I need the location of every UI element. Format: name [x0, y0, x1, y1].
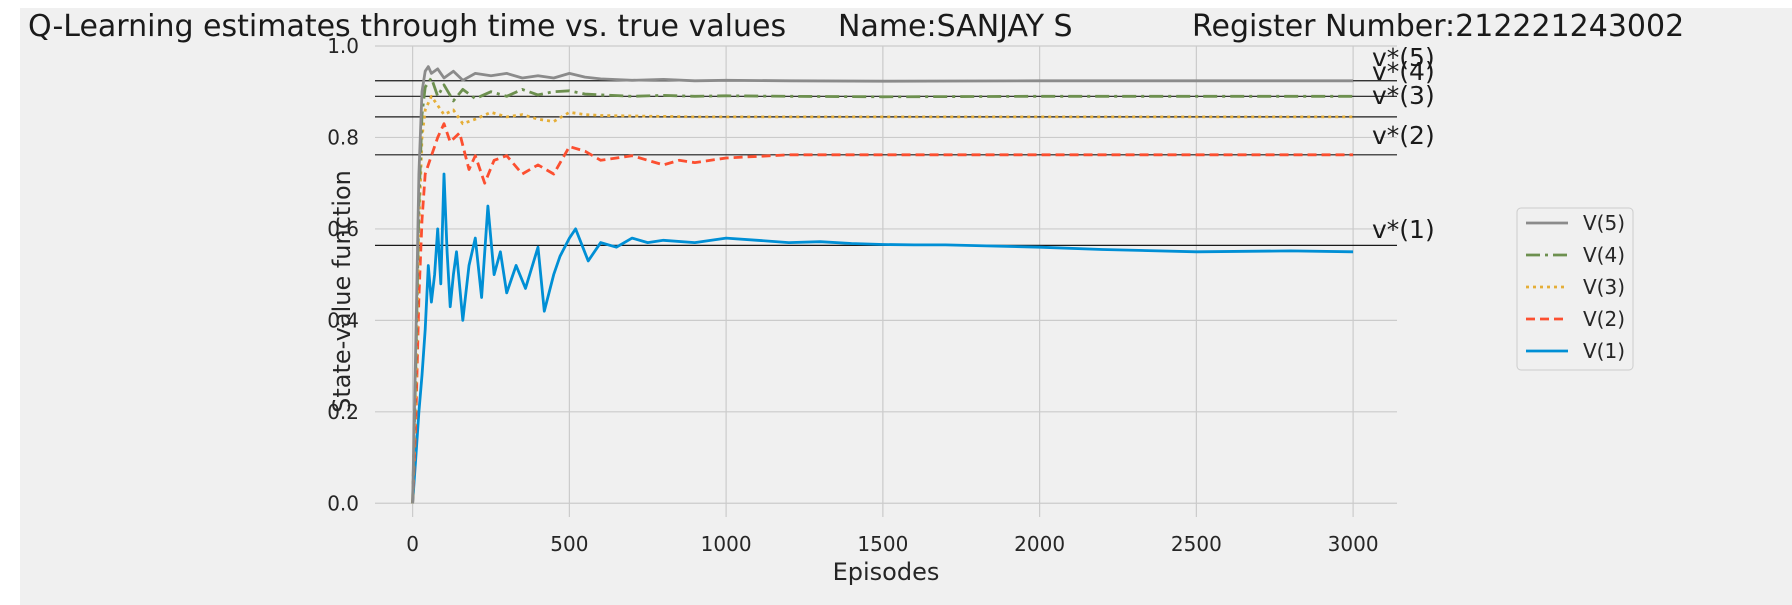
series-line — [411, 65, 1354, 504]
x-tick-label: 2500 — [1171, 532, 1222, 556]
x-tick-label: 500 — [550, 532, 588, 556]
grid — [375, 45, 1397, 517]
series-line — [411, 122, 1354, 504]
y-tick-label: 0.6 — [327, 217, 359, 241]
chart-figure: v*(5) v*(4) v*(3) v*(2) v*(1) 0 500 1000 1500 20… — [20, 8, 1792, 605]
series-line — [411, 94, 1354, 504]
true-value-label: v*(2) — [1372, 121, 1435, 150]
true-value-label: v*(3) — [1372, 81, 1435, 110]
legend-label: V(5) — [1583, 211, 1625, 235]
title-register: Register Number:212221243002 — [1192, 9, 1684, 44]
chart-title: Q-Learning estimates through time vs. tr… — [28, 9, 1684, 44]
true-value-label: v*(1) — [1372, 215, 1435, 244]
x-tick-label: 1000 — [701, 532, 752, 556]
true-value-label: v*(4) — [1372, 57, 1435, 86]
chart-svg: v*(5)v*(4)v*(3) v*(2) v*(1) 0 500 1000 1500 20… — [28, 9, 1684, 586]
x-axis-label: Episodes — [833, 558, 940, 586]
y-tick-label: 0.0 — [327, 491, 359, 515]
x-tick-label: 3000 — [1328, 532, 1379, 556]
legend: V(5) V(4) V(3) V(2) V(1) — [1516, 207, 1634, 371]
plot-area — [375, 46, 1397, 517]
y-tick-label: 0.8 — [327, 125, 359, 149]
x-tick-label: 0 — [406, 532, 419, 556]
true-value-label: v*(5) — [1372, 43, 1435, 72]
series-line — [411, 76, 1354, 504]
y-tick-label: 0.2 — [327, 400, 359, 424]
series-lines — [411, 65, 1354, 504]
tick-labels: 0 500 1000 1500 2000 2500 3000 0.0 0.2 0.4 0.6 0.8 1… — [327, 34, 1378, 556]
title-name: Name:SANJAY S — [838, 9, 1073, 44]
legend-box — [1516, 207, 1634, 371]
y-axis-label: State-value function — [328, 170, 356, 413]
x-tick-label: 2000 — [1014, 532, 1065, 556]
legend-label: V(4) — [1583, 243, 1625, 267]
x-tick-label: 1500 — [857, 532, 908, 556]
legend-label: V(1) — [1583, 339, 1625, 363]
series-line — [411, 172, 1354, 504]
legend-label: V(3) — [1583, 275, 1625, 299]
title-main: Q-Learning estimates through time vs. tr… — [28, 9, 786, 44]
y-tick-label: 0.4 — [327, 308, 359, 332]
y-tick-label: 1.0 — [327, 34, 359, 58]
legend-label: V(2) — [1583, 307, 1625, 331]
